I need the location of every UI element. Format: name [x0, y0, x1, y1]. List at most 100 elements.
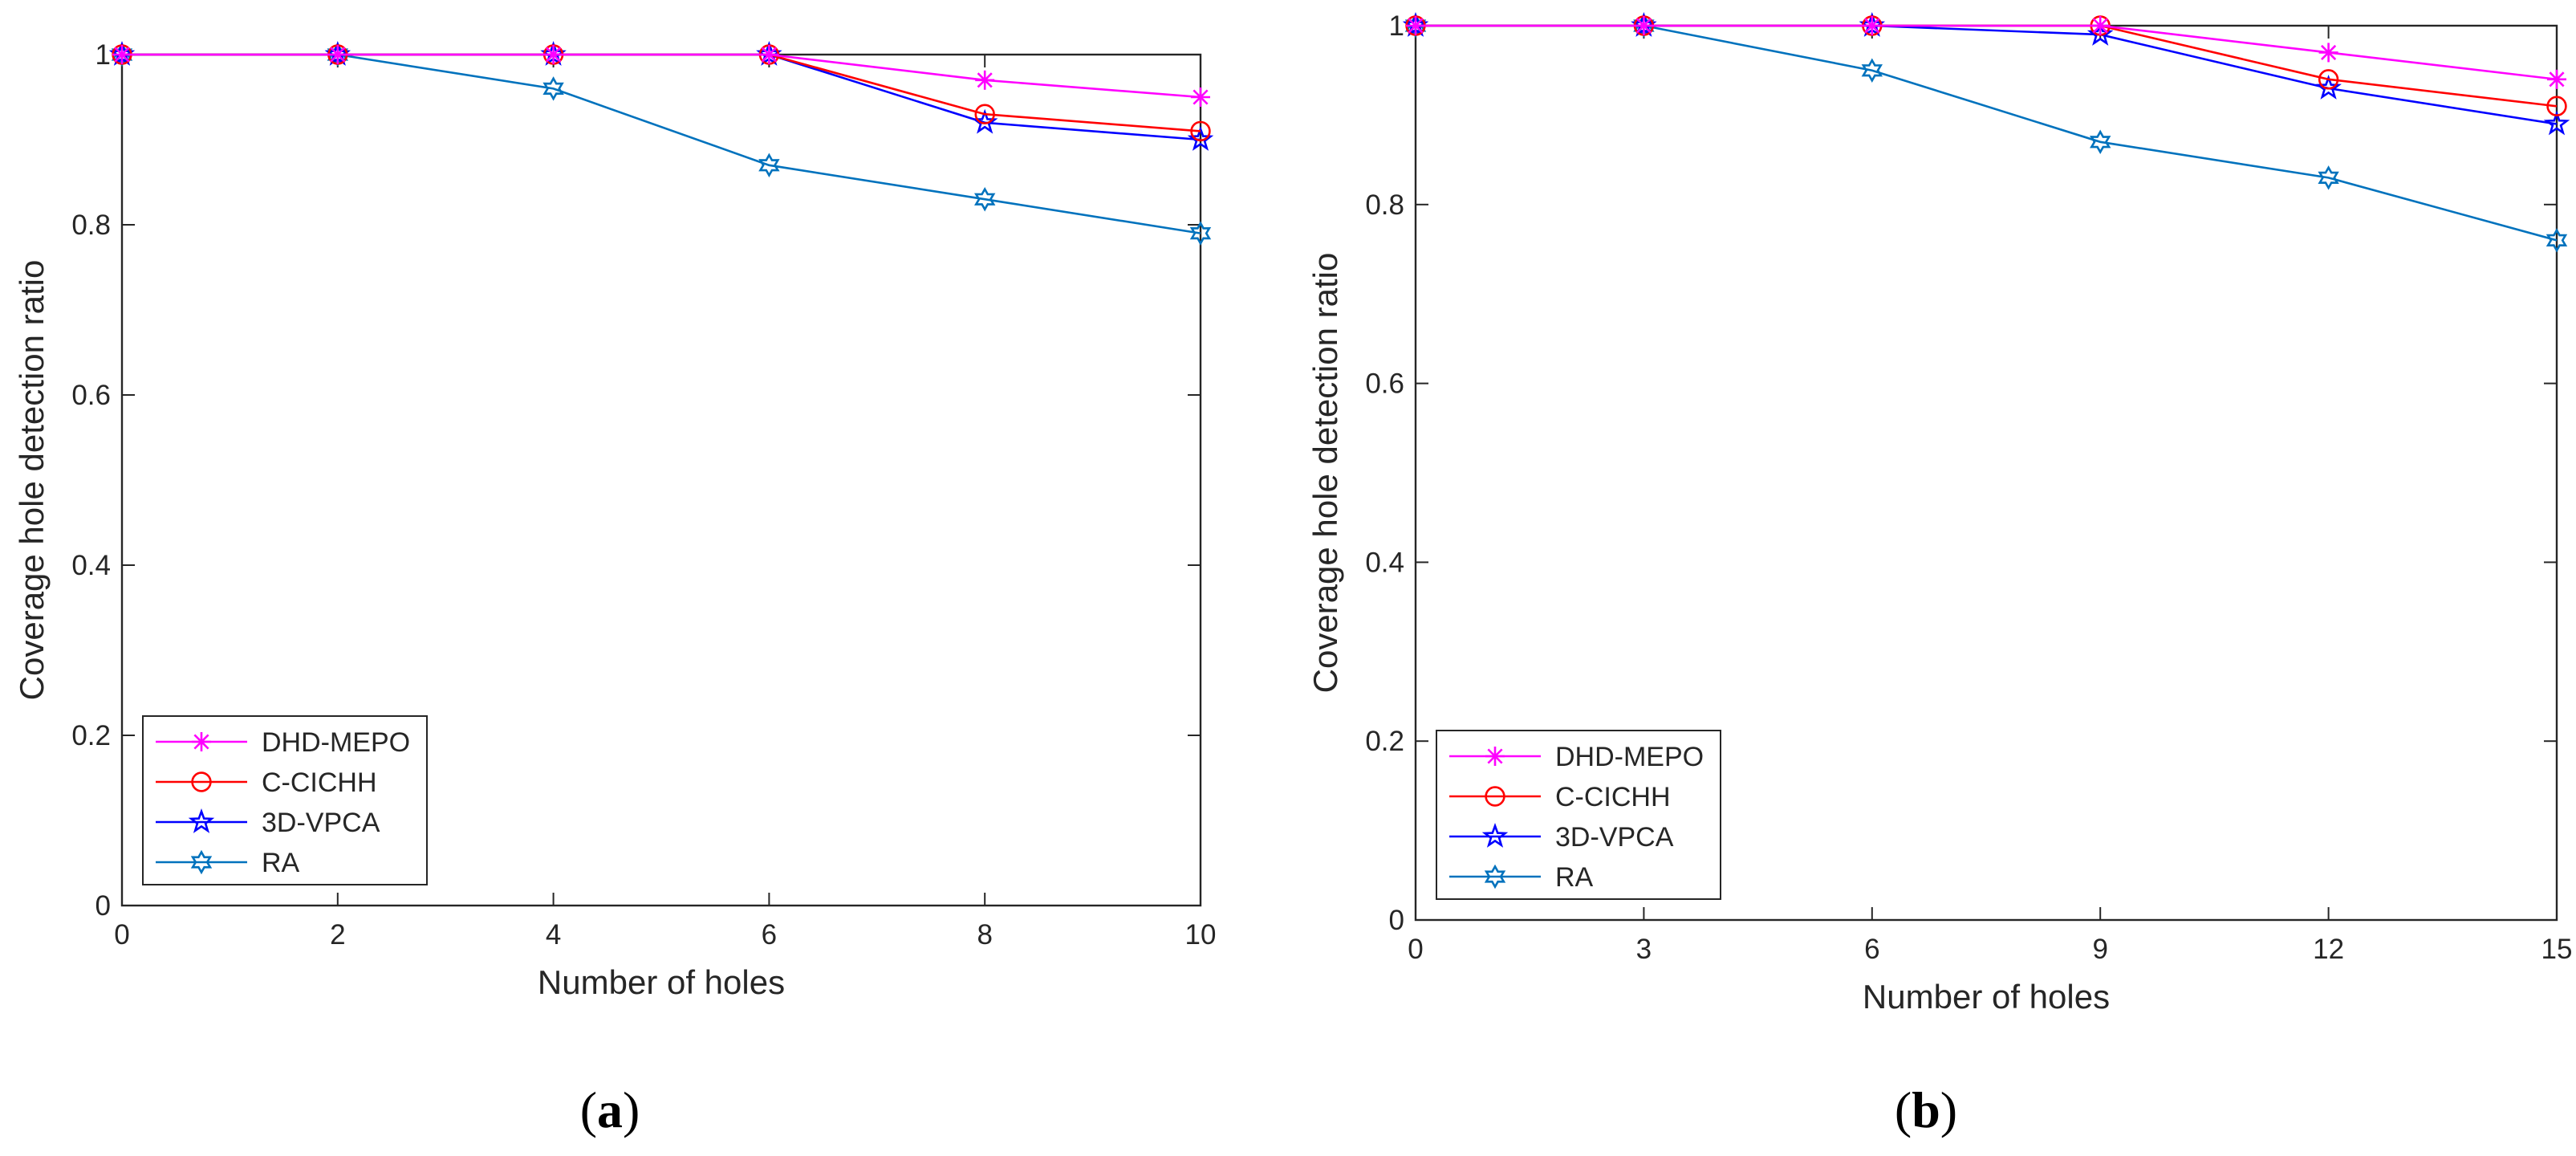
data-point: [542, 76, 564, 101]
legend-label: 3D-VPCA: [1555, 822, 1674, 853]
legend-marker: [188, 808, 215, 833]
y-axis-a: 0 0.2 0.4 0.6 0.8 1: [71, 39, 1201, 922]
y-tick-label: 0.2: [1365, 726, 1404, 757]
y-tick-label: 0.2: [71, 720, 111, 751]
data-point: [2090, 16, 2111, 35]
data-point: [2547, 69, 2566, 89]
y-tick-label: 0.8: [1365, 189, 1404, 221]
x-tick-label: 4: [546, 919, 561, 950]
y-axis-b: 0 0.2 0.4 0.6 0.8 1: [1365, 10, 2557, 936]
data-point: [2546, 228, 2568, 253]
series-line: [122, 53, 1201, 99]
data-point-stroke: [1635, 18, 1652, 34]
x-tick-label: 9: [2092, 934, 2107, 965]
legend-marker: [1485, 786, 1505, 807]
x-tick-label: 2: [330, 919, 345, 950]
legend-label: C-CICHH: [262, 767, 377, 798]
data-point-stroke: [546, 47, 562, 63]
data-point-stroke: [1864, 18, 1880, 34]
y-tick-label: 0: [1389, 905, 1404, 936]
y-axis-title: Coverage hole detection ratio: [1306, 253, 1344, 694]
data-point: [543, 45, 563, 64]
series-dhd-mepo: [1406, 16, 2566, 89]
panel-label-b: (b): [1895, 1081, 1957, 1138]
data-point: [1190, 120, 1211, 142]
data-point-stroke: [2321, 44, 2337, 60]
data-point: [2090, 129, 2111, 155]
data-point-stroke: [761, 47, 777, 63]
legend-a: DHD-MEPO C-CICHH 3D-VPCA RA: [142, 715, 428, 885]
y-tick-label: 0.6: [71, 380, 111, 411]
x-tick-label: 6: [1864, 934, 1879, 965]
x-axis-b: 0 3 6 9 12 15: [1408, 26, 2572, 965]
legend-box: [1436, 730, 1721, 900]
legend-marker: [192, 732, 211, 751]
data-point: [2546, 96, 2567, 116]
legend-marker-stroke: [1487, 748, 1503, 764]
data-point-stroke: [114, 47, 130, 63]
data-point: [759, 45, 779, 64]
legend-entry: 3D-VPCA: [156, 808, 380, 838]
x-tick-label: 10: [1185, 919, 1217, 950]
data-point-stroke: [1193, 89, 1209, 105]
data-point-stroke: [330, 47, 346, 63]
x-axis-title: Number of holes: [1863, 978, 2110, 1016]
legend-box: [142, 715, 428, 885]
legend-entry: RA: [1449, 862, 1594, 893]
data-point-stroke: [977, 72, 993, 88]
legend-entry: DHD-MEPO: [156, 727, 410, 758]
legend-entry: C-CICHH: [156, 767, 377, 798]
data-point: [2318, 165, 2339, 190]
legend-label: DHD-MEPO: [1555, 742, 1704, 772]
chart-panel-b: 0 3 6 9 12 15 0 0.2 0.4 0.6 0.8 1 Number of holes Cov…: [1306, 10, 2572, 1016]
data-point: [1861, 58, 1883, 83]
legend-marker: [191, 771, 212, 792]
legend-entry: RA: [156, 848, 300, 878]
legend-entry: C-CICHH: [1449, 782, 1671, 812]
x-tick-label: 8: [977, 919, 992, 950]
data-point: [758, 153, 780, 178]
y-tick-label: 0.4: [1365, 547, 1404, 578]
data-point: [2318, 43, 2338, 63]
y-tick-label: 1: [95, 39, 111, 71]
x-tick-label: 0: [1408, 934, 1423, 965]
data-point: [2318, 69, 2339, 90]
data-point: [327, 45, 347, 64]
y-tick-label: 0.4: [71, 550, 111, 581]
y-axis-title: Coverage hole detection ratio: [13, 260, 51, 701]
legend-label: C-CICHH: [1555, 782, 1671, 812]
data-point: [112, 45, 132, 64]
x-axis-title: Number of holes: [538, 963, 785, 1001]
y-tick-label: 0: [95, 890, 111, 922]
data-point: [1191, 88, 1210, 107]
y-tick-label: 0.6: [1365, 368, 1404, 400]
x-tick-label: 0: [114, 919, 129, 950]
x-axis-a: 0 2 4 6 8 10: [114, 55, 1216, 950]
x-tick-label: 6: [762, 919, 777, 950]
data-point: [2543, 110, 2570, 136]
legend-entry: DHD-MEPO: [1449, 742, 1704, 772]
series-dhd-mepo: [112, 45, 1210, 107]
data-point-stroke: [2092, 18, 2108, 34]
series-line: [1416, 24, 2558, 81]
legend-marker: [1484, 864, 1506, 889]
legend-marker: [1485, 747, 1505, 766]
chart-panel-a: 0 2 4 6 8 10 0 0.2 0.4 0.6 0.8 1 Number of holes Cove…: [13, 39, 1216, 1001]
x-tick-label: 3: [1636, 934, 1652, 965]
data-point: [974, 104, 995, 124]
legend-marker: [190, 849, 213, 875]
panel-label-a: (a): [580, 1081, 640, 1138]
y-tick-label: 0.8: [71, 210, 111, 241]
legend-b: DHD-MEPO C-CICHH 3D-VPCA RA: [1436, 730, 1721, 900]
legend-entry: 3D-VPCA: [1449, 822, 1674, 853]
data-point: [974, 186, 996, 212]
x-tick-label: 15: [2541, 934, 2573, 965]
data-point: [1862, 16, 1882, 35]
legend-marker: [1481, 822, 1509, 848]
legend-label: 3D-VPCA: [262, 808, 380, 838]
data-point-stroke: [2549, 71, 2565, 88]
data-point: [1406, 16, 1425, 35]
y-tick-label: 1: [1389, 10, 1404, 42]
data-point: [1189, 221, 1212, 246]
